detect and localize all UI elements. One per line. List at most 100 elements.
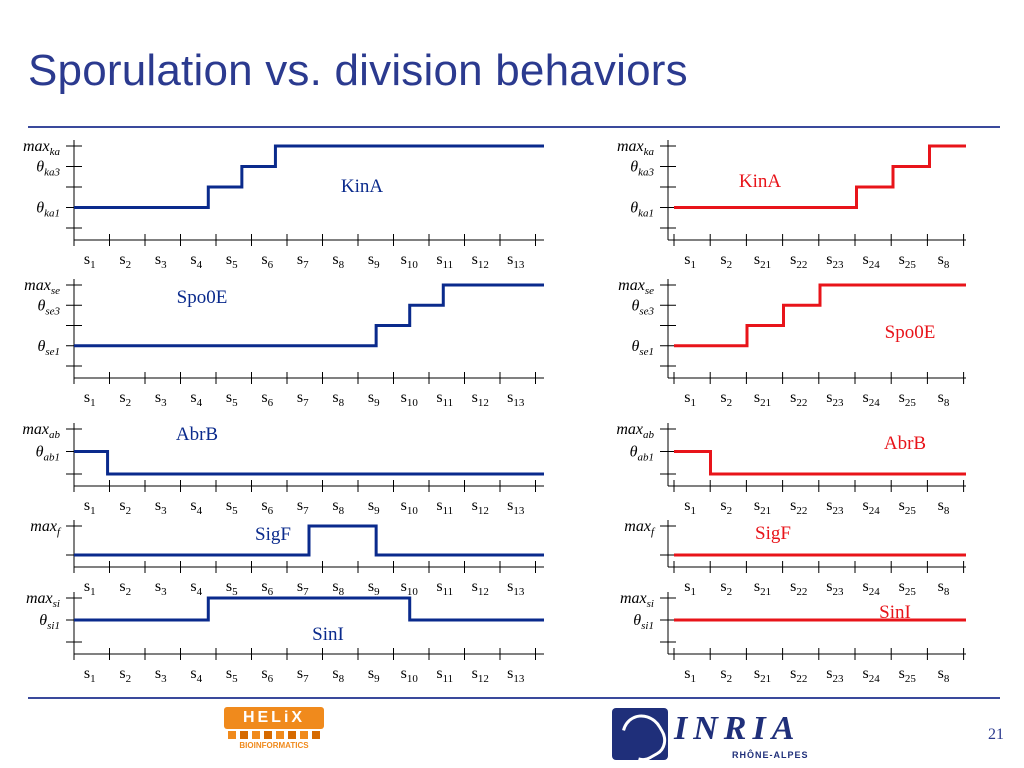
x-tick-label-subscript: 5 <box>232 586 238 598</box>
x-tick-label: s2 <box>119 497 131 517</box>
x-tick-label-subscript: 23 <box>833 259 845 271</box>
chart-panel-division-sigf: maxf s1 s2 s21 s22 s23 s24 s25 s8 SigF <box>624 518 966 598</box>
x-tick-label-subscript: 3 <box>161 259 167 271</box>
x-tick-label-subscript: 7 <box>303 505 309 517</box>
slide-title: Sporulation vs. division behaviors <box>28 46 688 95</box>
y-tick-label: θse3 <box>631 297 654 317</box>
x-tick-label: s7 <box>297 389 309 409</box>
x-tick-label-subscript: 24 <box>869 505 881 517</box>
y-tick-label: θka1 <box>36 200 60 220</box>
x-tick-label: s1 <box>84 251 96 271</box>
x-tick-label-subscript: 13 <box>513 673 525 685</box>
x-tick-label-subscript: 21 <box>760 673 771 685</box>
x-tick-label: s4 <box>190 251 202 271</box>
x-tick-label-subscript: 6 <box>268 505 274 517</box>
x-tick-label: s11 <box>436 665 453 685</box>
y-tick-label: maxsi <box>26 590 60 610</box>
inria-logo: INRIA RHÔNE-ALPES <box>612 706 812 762</box>
x-tick-label-subscript: 12 <box>478 586 489 598</box>
x-tick-label: s1 <box>684 665 696 685</box>
inria-emblem-icon <box>612 708 668 760</box>
x-tick-label: s11 <box>436 578 453 598</box>
x-tick-label-subscript: 22 <box>796 586 807 598</box>
x-tick-label-subscript: 10 <box>407 259 419 271</box>
series-line-kina <box>674 144 966 209</box>
footer-divider <box>28 697 1000 699</box>
y-tick-label-subscript: se1 <box>45 346 60 358</box>
x-tick-label-subscript: 12 <box>478 673 489 685</box>
x-tick-label: s6 <box>261 665 273 685</box>
x-tick-label: s8 <box>938 497 950 517</box>
x-tick-label-subscript: 25 <box>905 259 917 271</box>
x-tick-label: s12 <box>472 251 489 271</box>
inria-logo-word: INRIA <box>674 710 801 747</box>
x-tick-label-subscript: 10 <box>407 505 419 517</box>
x-tick-label-subscript: 25 <box>905 673 917 685</box>
x-tick-label-subscript: 3 <box>161 586 167 598</box>
x-tick-label-subscript: 1 <box>690 259 696 271</box>
series-line-abrb <box>74 450 544 476</box>
x-tick-label: s22 <box>790 251 807 271</box>
x-tick-label: s13 <box>507 251 525 271</box>
y-tick-label-subscript: se <box>645 285 654 297</box>
x-tick-label: s9 <box>368 251 380 271</box>
x-tick-label: s24 <box>862 389 880 409</box>
x-tick-label: s1 <box>684 251 696 271</box>
y-tick-label-subscript: se3 <box>639 305 654 317</box>
x-tick-label: s8 <box>938 665 950 685</box>
x-tick-label-subscript: 21 <box>760 505 771 517</box>
x-tick-label: s8 <box>332 497 344 517</box>
x-tick-label-subscript: 1 <box>90 505 96 517</box>
y-tick-label-subscript: ka <box>50 146 61 158</box>
x-tick-label: s1 <box>84 497 96 517</box>
x-tick-label-subscript: 12 <box>478 397 489 409</box>
y-tick-label: maxab <box>22 421 60 441</box>
x-tick-label: s7 <box>297 665 309 685</box>
chart-panel-division-abrb: maxab θab1 s1 s2 s21 s22 s23 s24 s25 s8 AbrB <box>616 421 966 517</box>
x-tick-label: s9 <box>368 578 380 598</box>
y-tick-label-subscript: ab <box>49 429 61 441</box>
x-tick-label-subscript: 10 <box>407 673 419 685</box>
series-line-spo0e <box>674 283 966 348</box>
x-tick-label-subscript: 6 <box>268 397 274 409</box>
y-tick-label: θka3 <box>36 159 60 179</box>
series-label: KinA <box>739 171 782 192</box>
x-tick-label-subscript: 5 <box>232 259 238 271</box>
y-tick-label: θab1 <box>36 444 60 464</box>
x-tick-label-subscript: 2 <box>727 673 733 685</box>
x-tick-label-subscript: 7 <box>303 673 309 685</box>
x-tick-label: s1 <box>84 389 96 409</box>
x-tick-label-subscript: 3 <box>161 397 167 409</box>
x-tick-label-subscript: 2 <box>727 505 733 517</box>
x-tick-label-subscript: 1 <box>90 673 96 685</box>
y-tick-label-subscript: se <box>51 285 60 297</box>
x-tick-label-subscript: 24 <box>869 586 881 598</box>
x-tick-label-subscript: 10 <box>407 586 419 598</box>
x-tick-label: s21 <box>754 665 771 685</box>
x-tick-label-subscript: 8 <box>339 397 345 409</box>
x-tick-label-subscript: 13 <box>513 586 525 598</box>
y-tick-label: maxka <box>23 138 61 158</box>
x-tick-label: s25 <box>899 251 917 271</box>
x-tick-label: s13 <box>507 497 525 517</box>
x-tick-label: s10 <box>401 578 419 598</box>
x-tick-label-subscript: 12 <box>478 259 489 271</box>
x-tick-label-subscript: 3 <box>161 505 167 517</box>
title-divider <box>28 126 1000 128</box>
x-tick-label: s25 <box>899 578 917 598</box>
x-tick-label: s2 <box>720 578 732 598</box>
x-tick-label: s2 <box>119 251 131 271</box>
series-label: SigF <box>755 523 791 544</box>
series-label: SinI <box>879 602 911 623</box>
x-tick-label-subscript: 2 <box>126 673 132 685</box>
y-tick-label-subscript: ab1 <box>44 452 61 464</box>
x-tick-label-subscript: 2 <box>727 259 733 271</box>
x-tick-label-subscript: 1 <box>690 505 696 517</box>
y-tick-label: maxab <box>616 421 654 441</box>
x-tick-label: s24 <box>862 665 880 685</box>
x-tick-label: s23 <box>826 497 844 517</box>
x-tick-label: s10 <box>401 665 419 685</box>
